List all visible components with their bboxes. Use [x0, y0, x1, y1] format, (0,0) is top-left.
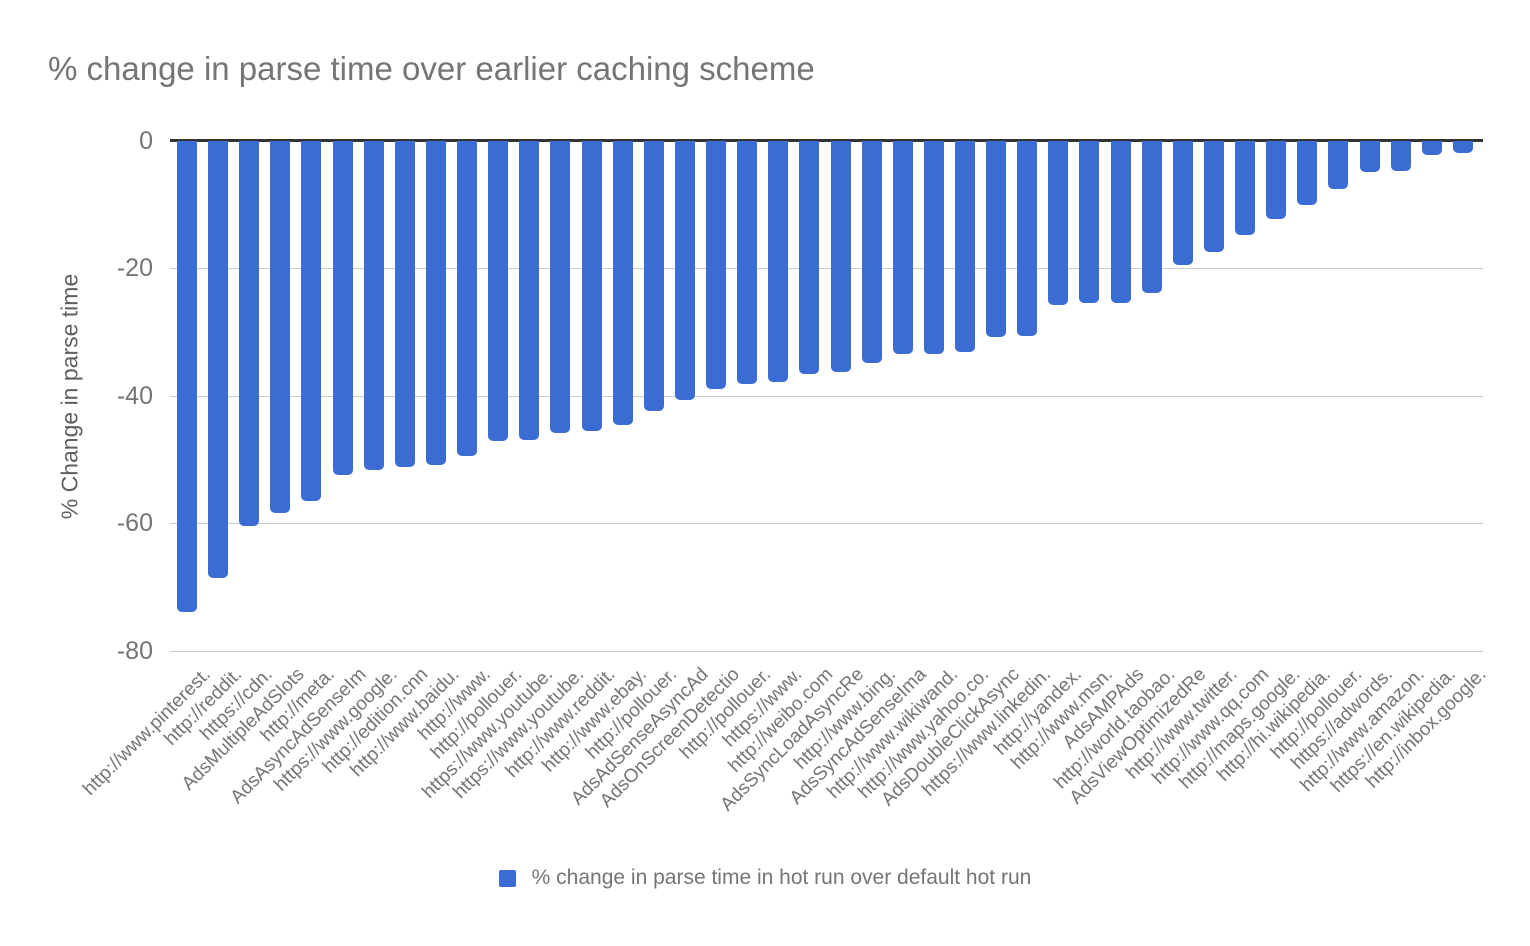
- bar[interactable]: [955, 141, 975, 352]
- bar[interactable]: [1297, 141, 1318, 206]
- bar[interactable]: [892, 141, 913, 355]
- bar[interactable]: [177, 141, 197, 613]
- bar[interactable]: [239, 141, 260, 527]
- bar[interactable]: [363, 141, 384, 470]
- bar[interactable]: [643, 141, 664, 412]
- bar[interactable]: [1048, 141, 1069, 305]
- bar[interactable]: [208, 141, 229, 578]
- bar[interactable]: [1421, 141, 1442, 155]
- bar[interactable]: [1079, 141, 1100, 304]
- legend-swatch: [498, 869, 516, 887]
- bar[interactable]: [581, 141, 602, 431]
- bar[interactable]: [986, 141, 1007, 337]
- bar[interactable]: [488, 141, 509, 441]
- bar[interactable]: [550, 141, 571, 434]
- bar[interactable]: [799, 141, 820, 375]
- bar[interactable]: [737, 141, 758, 385]
- bar[interactable]: [612, 141, 633, 426]
- y-tick-label: -60: [116, 509, 153, 538]
- bar[interactable]: [1110, 141, 1131, 304]
- bar[interactable]: [425, 141, 446, 465]
- y-tick-label: -80: [116, 636, 153, 665]
- y-tick-label: -40: [116, 381, 153, 410]
- gridline: [170, 650, 1483, 652]
- y-tick-label: 0: [139, 127, 153, 155]
- legend: % change in parse time in hot run over d…: [0, 866, 1530, 890]
- bar[interactable]: [301, 141, 322, 502]
- bar[interactable]: [457, 141, 478, 456]
- chart-title: % change in parse time over earlier cach…: [48, 50, 815, 87]
- bar[interactable]: [861, 141, 882, 363]
- bar[interactable]: [1266, 141, 1287, 219]
- bar[interactable]: [1452, 141, 1473, 154]
- gridline: [170, 268, 1483, 270]
- bar[interactable]: [1017, 141, 1038, 336]
- gridline: [170, 395, 1483, 397]
- gridline: [170, 523, 1483, 525]
- bar[interactable]: [270, 141, 291, 513]
- bar[interactable]: [519, 141, 540, 440]
- y-tick-label: -20: [116, 254, 153, 283]
- bar[interactable]: [674, 141, 695, 400]
- bar[interactable]: [1172, 141, 1193, 266]
- bar[interactable]: [332, 141, 353, 476]
- bar[interactable]: [1359, 141, 1380, 172]
- bar[interactable]: [1235, 141, 1256, 235]
- x-axis-line: [170, 139, 1483, 142]
- bar[interactable]: [768, 141, 789, 383]
- bar[interactable]: [1203, 141, 1224, 253]
- bar[interactable]: [706, 141, 727, 389]
- legend-label: % change in parse time in hot run over d…: [531, 866, 1032, 889]
- bar[interactable]: [1390, 141, 1411, 171]
- bar[interactable]: [1141, 141, 1162, 294]
- bar[interactable]: [830, 141, 851, 373]
- bar[interactable]: [394, 141, 415, 468]
- bar[interactable]: [923, 141, 944, 355]
- bar[interactable]: [1328, 141, 1349, 190]
